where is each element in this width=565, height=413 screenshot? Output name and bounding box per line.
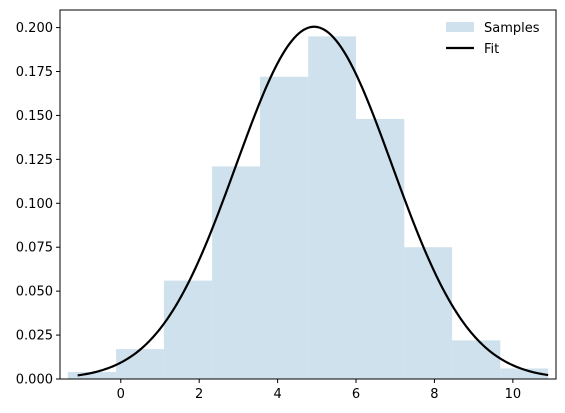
y-tick-label-0: 0.000 (16, 373, 53, 388)
y-tick-label-5: 0.125 (16, 153, 53, 168)
fit-curve-line (77, 25, 549, 377)
histogram-bar-4 (259, 76, 309, 380)
histogram-bar-7 (404, 247, 453, 379)
histogram-bar-0 (67, 371, 117, 379)
y-tick-label-2: 0.050 (16, 285, 53, 300)
x-tick-label-3: 6 (352, 387, 360, 402)
y-tick-label-7: 0.175 (16, 65, 53, 80)
histogram-bar-9 (500, 368, 549, 379)
histogram-bars (67, 36, 549, 380)
histogram-bar-2 (163, 280, 213, 379)
x-tick-label-0: 0 (117, 387, 125, 402)
x-tick-label-1: 2 (195, 387, 203, 402)
y-tick-label-4: 0.100 (16, 197, 53, 212)
x-tick-label-5: 10 (505, 387, 522, 402)
histogram-bar-5 (308, 36, 357, 379)
histogram-bar-1 (116, 349, 164, 379)
legend-label-fit: Fit (484, 42, 499, 57)
plot-frame (59, 9, 557, 380)
x-axis-ticks: 0 2 4 6 8 10 (117, 379, 522, 402)
x-tick-label-4: 8 (430, 387, 438, 402)
histogram-bar-8 (452, 340, 501, 379)
y-tick-label-1: 0.025 (16, 329, 53, 344)
x-tick-label-2: 4 (273, 387, 281, 402)
legend: Samples Fit (446, 21, 540, 57)
legend-label-samples: Samples (484, 21, 540, 36)
histogram-bar-3 (212, 166, 260, 379)
y-tick-label-6: 0.150 (16, 109, 53, 124)
histogram-bar-6 (356, 118, 405, 379)
legend-patch-samples (446, 22, 474, 32)
y-tick-label-3: 0.075 (16, 241, 53, 256)
y-tick-label-8: 0.200 (16, 21, 53, 36)
y-axis-ticks: 0.000 0.025 0.050 0.075 0.100 0.125 0.150 0.175… (16, 21, 60, 388)
